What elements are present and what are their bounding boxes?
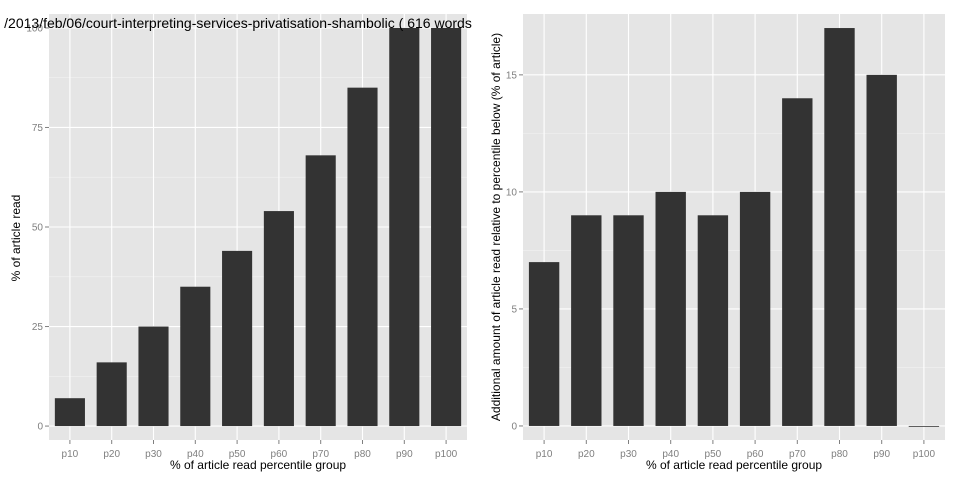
y-tick-label: 0 — [37, 422, 43, 433]
bar-p60 — [739, 191, 771, 426]
bar-p100 — [908, 425, 940, 427]
bar-p50 — [222, 250, 253, 427]
y-tick-label: 100 — [26, 23, 43, 34]
bar-p90 — [866, 74, 897, 426]
x-tick-label: p10 — [62, 449, 79, 460]
y-axis-title: Additional amount of article read relati… — [489, 33, 503, 421]
x-tick-label: p100 — [913, 449, 936, 460]
x-tick-label: p50 — [705, 449, 722, 460]
bar-p40 — [655, 191, 686, 426]
x-axis-title: % of article read percentile group — [170, 458, 346, 472]
y-axis-title: % of article read — [9, 195, 23, 282]
bar-p30 — [613, 215, 644, 426]
x-tick-label: p90 — [396, 449, 413, 460]
x-tick-label: p20 — [578, 449, 595, 460]
y-tick-label: 75 — [32, 123, 44, 134]
bar-p10 — [54, 398, 85, 427]
x-tick-label: p100 — [435, 449, 458, 460]
y-tick-label: 0 — [511, 421, 517, 432]
plot-title: /2013/feb/06/court-interpreting-services… — [4, 15, 472, 31]
x-tick-label: p40 — [187, 449, 204, 460]
x-tick-label: p80 — [831, 449, 848, 460]
x-tick-label: p10 — [536, 449, 553, 460]
bar-p30 — [138, 326, 169, 427]
x-tick-label: p70 — [789, 449, 806, 460]
right-chart: 0 5 10 15 p10 p20 p30 p40 p50 p60 p70 p80 p90 p100 % o… — [489, 14, 945, 472]
bar-p60 — [263, 211, 294, 427]
x-tick-label: p90 — [873, 449, 890, 460]
x-tick-label: p60 — [747, 449, 764, 460]
bar-p40 — [180, 286, 211, 427]
bar-p10 — [528, 262, 560, 426]
bar-p100 — [431, 27, 462, 427]
y-tick-label: 50 — [32, 223, 44, 234]
y-tick-label: 15 — [506, 70, 518, 81]
bar-p80 — [824, 28, 855, 426]
left-chart: 0 25 50 75 100 p10 p20 p30 p40 p50 p60 p70 p80 p90 p10… — [4, 14, 472, 472]
bar-p20 — [96, 362, 127, 427]
x-axis-title: % of article read percentile group — [646, 458, 822, 472]
y-tick-label: 25 — [32, 322, 44, 333]
bar-p70 — [305, 155, 336, 427]
x-tick-label: p80 — [354, 449, 371, 460]
x-tick-label: p30 — [145, 449, 162, 460]
x-tick-label: p70 — [312, 449, 329, 460]
x-tick-label: p50 — [229, 449, 246, 460]
bar-p50 — [697, 215, 729, 426]
bar-p90 — [389, 27, 420, 427]
x-tick-label: p60 — [271, 449, 288, 460]
bar-p80 — [347, 87, 378, 427]
y-tick-label: 5 — [511, 304, 517, 315]
x-tick-label: p30 — [620, 449, 637, 460]
bar-p70 — [782, 98, 813, 426]
bar-p20 — [571, 215, 602, 426]
x-tick-label: p40 — [662, 449, 679, 460]
x-tick-label: p20 — [103, 449, 120, 460]
y-tick-label: 10 — [506, 187, 518, 198]
